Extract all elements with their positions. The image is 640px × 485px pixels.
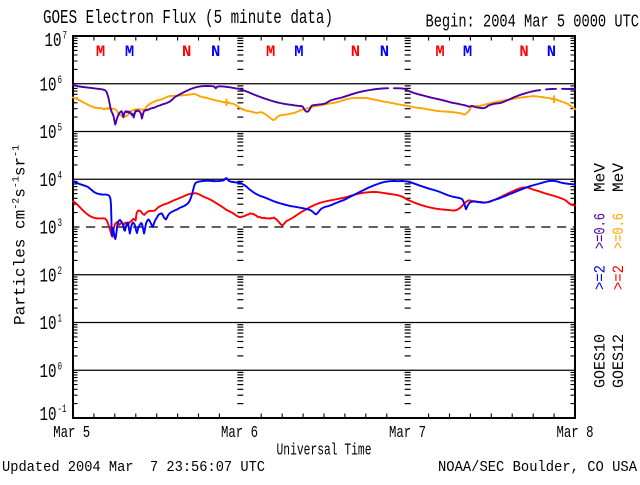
svg-text:N: N	[380, 43, 389, 61]
svg-text:10: 10	[40, 313, 57, 335]
svg-text:10: 10	[40, 218, 57, 240]
svg-text:>=0.6: >=0.6	[610, 213, 628, 249]
svg-text:10: 10	[45, 30, 62, 52]
svg-text:Updated 2004 Mar 7 23:56:07 U: Updated 2004 Mar 7 23:56:07 UTC	[2, 459, 265, 476]
svg-text:M: M	[294, 43, 303, 61]
svg-text:NOAA/SEC Boulder, CO USA: NOAA/SEC Boulder, CO USA	[438, 459, 637, 476]
svg-text:10: 10	[40, 404, 57, 426]
svg-text:Mar 5: Mar 5	[53, 424, 90, 443]
svg-text:M: M	[463, 43, 472, 61]
svg-text:MeV: MeV	[610, 163, 628, 192]
svg-text:-1: -1	[58, 404, 67, 416]
svg-text:Begin: 2004 Mar 5 0000 UTC: Begin: 2004 Mar 5 0000 UTC	[426, 13, 640, 33]
svg-text:2: 2	[58, 266, 63, 278]
svg-text:10: 10	[40, 170, 57, 192]
svg-text:N: N	[519, 43, 528, 61]
svg-text:10: 10	[40, 74, 57, 96]
svg-text:GOES10: GOES10	[592, 334, 610, 388]
svg-text:>=0.6: >=0.6	[592, 213, 610, 249]
svg-text:10: 10	[40, 122, 57, 144]
svg-text:5: 5	[58, 123, 63, 135]
svg-text:1: 1	[58, 314, 63, 326]
svg-text:M: M	[266, 43, 275, 61]
svg-text:M: M	[435, 43, 444, 61]
svg-text:Universal Time: Universal Time	[277, 442, 372, 461]
svg-text:4: 4	[58, 170, 63, 182]
svg-text:M: M	[125, 43, 134, 61]
svg-text:M: M	[96, 43, 105, 61]
svg-text:7: 7	[63, 31, 68, 43]
svg-text:10: 10	[40, 361, 57, 383]
svg-text:N: N	[351, 43, 360, 61]
svg-text:Mar 6: Mar 6	[221, 424, 258, 443]
svg-text:GOES12: GOES12	[610, 334, 628, 388]
svg-text:10: 10	[40, 265, 57, 287]
svg-text:>=2: >=2	[592, 265, 610, 290]
svg-text:Mar 8: Mar 8	[557, 424, 594, 443]
svg-text:3: 3	[58, 218, 63, 230]
svg-text:MeV: MeV	[592, 163, 610, 192]
svg-text:GOES Electron Flux (5 minute d: GOES Electron Flux (5 minute data)	[43, 7, 333, 29]
svg-text:Particles cm-2s-1sr-1: Particles cm-2s-1sr-1	[12, 145, 30, 325]
svg-text:>=2: >=2	[610, 265, 628, 290]
svg-text:N: N	[547, 43, 556, 61]
svg-text:N: N	[211, 43, 220, 61]
svg-text:N: N	[182, 43, 191, 61]
svg-text:0: 0	[58, 361, 63, 373]
svg-text:6: 6	[58, 75, 63, 87]
svg-text:Mar 7: Mar 7	[389, 424, 426, 443]
